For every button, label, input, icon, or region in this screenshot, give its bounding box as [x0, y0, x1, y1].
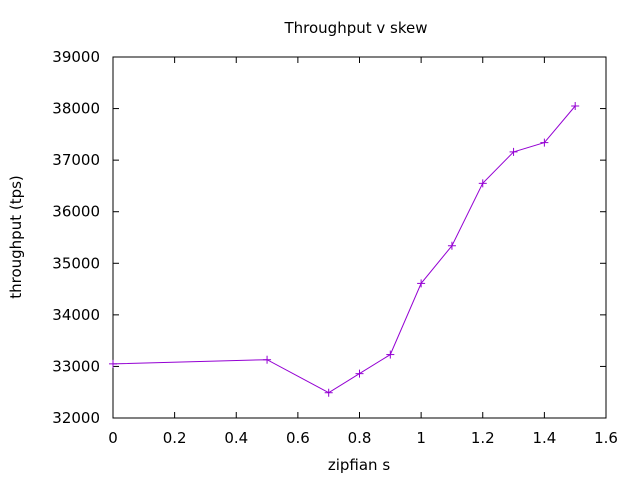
y-tick-label: 34000	[52, 306, 100, 324]
data-point-marker	[386, 350, 395, 359]
y-axis-label: throughput (tps)	[7, 175, 25, 299]
y-axis: 32000 33000 34000 35000 36000 37000 38000 39000	[52, 48, 606, 427]
y-tick-label: 37000	[52, 151, 100, 169]
x-tick-label: 0	[108, 429, 118, 447]
data-point-marker	[355, 369, 364, 378]
y-tick-label: 32000	[52, 409, 100, 427]
x-tick-label: 1.6	[594, 429, 618, 447]
x-tick-label: 1.4	[532, 429, 556, 447]
data-point-marker	[509, 147, 518, 156]
data-point-marker	[109, 359, 117, 368]
series-line	[112, 105, 576, 394]
y-tick-label: 35000	[52, 254, 100, 272]
data-point-marker	[571, 101, 580, 110]
x-tick-label: 0.8	[348, 429, 372, 447]
data-point-marker	[263, 355, 272, 364]
x-tick-label: 0.4	[224, 429, 248, 447]
plot-frame	[112, 56, 607, 419]
chart-title: Throughput v skew	[283, 19, 427, 37]
y-tick-label: 33000	[52, 357, 100, 375]
data-point-marker	[417, 279, 426, 288]
x-axis: 0 0.2 0.4 0.6 0.8 1 1.2 1.4 1.6	[108, 57, 618, 447]
x-axis-label: zipfian s	[328, 456, 390, 474]
data-point-marker	[447, 241, 456, 250]
data-point-marker	[478, 179, 487, 188]
data-point-marker	[540, 138, 549, 147]
x-tick-label: 1.2	[471, 429, 495, 447]
y-tick-label: 38000	[52, 100, 100, 118]
data-point-marker	[324, 388, 333, 397]
series-layer	[109, 101, 580, 397]
x-tick-label: 0.2	[163, 429, 187, 447]
y-tick-label: 36000	[52, 203, 100, 221]
x-tick-label: 0.6	[286, 429, 310, 447]
y-tick-label: 39000	[52, 48, 100, 66]
x-tick-label: 1	[416, 429, 426, 447]
